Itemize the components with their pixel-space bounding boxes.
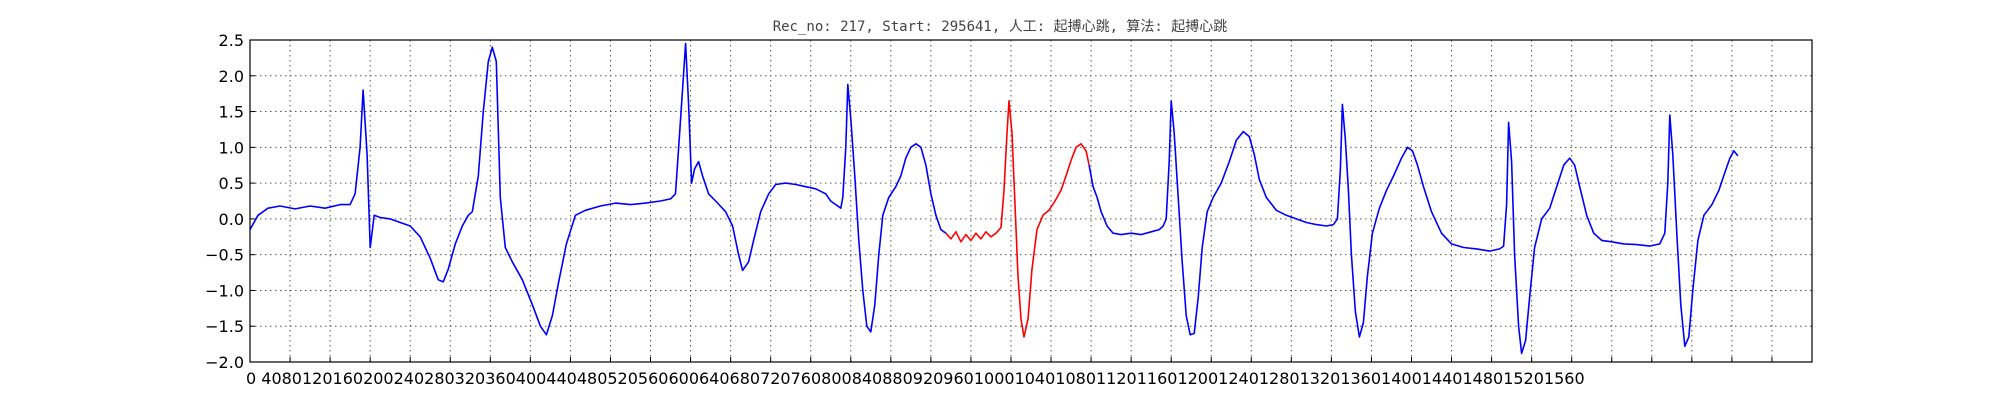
y-tick-label: −1.5 [205,317,244,336]
chart-title: Rec_no: 217, Start: 295641, 人工: 起搏心跳, 算法… [773,18,1228,35]
grid-lines [250,40,1812,362]
y-tick-label: −2.0 [205,353,244,372]
series-line-0 [250,44,946,335]
y-axis: 2.5 2.0 1.5 1.0 0.5 0.0 −0.5 −1.0 −1.5 −2.0 [205,31,255,372]
y-tick-label: −1.0 [205,281,244,300]
y-tick-label: 2.5 [219,31,244,50]
plot-frame [250,40,1812,362]
series-line-1 [946,101,1089,337]
y-tick-label: 0.5 [219,174,244,193]
x-tick-labels: 0 40801201602002402803203604004404805205… [246,369,1585,388]
y-tick-label: 0.0 [219,210,244,229]
y-tick-label: 2.0 [219,67,244,86]
y-tick-label: 1.5 [219,103,244,122]
series-line-2 [1089,101,1738,354]
series-layer [250,44,1738,354]
y-tick-label: −0.5 [205,246,244,265]
y-tick-label: 1.0 [219,138,244,157]
